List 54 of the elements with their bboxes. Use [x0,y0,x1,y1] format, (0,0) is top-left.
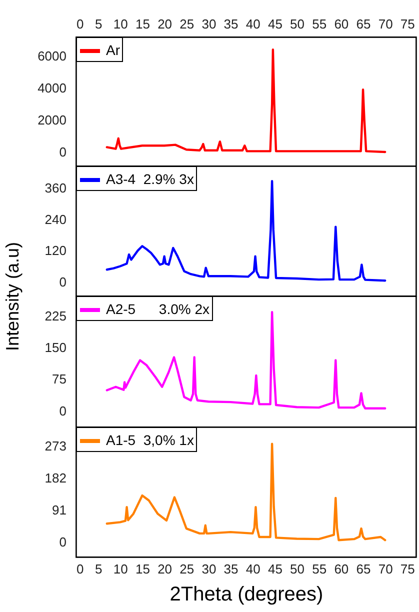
x-tick-label: 50 [290,562,305,576]
y-tick-label: 91 [52,502,66,518]
x-tick-label: 5 [94,562,102,576]
x-tick-label: 25 [180,16,194,32]
x-axis-title: 2Theta (degrees) [170,584,324,606]
x-tick-label: 35 [224,562,238,576]
legend-label: A3-4 2.9% 3x [106,171,194,187]
y-tick-label: 273 [44,438,66,454]
x-tick-label: 0 [76,562,84,576]
x-tick-label: 15 [136,16,150,32]
x-tick-label: 5 [94,16,102,32]
x-tick-label: 75 [400,16,415,32]
x-tick-label: 55 [312,562,327,576]
x-tick-label: 35 [224,16,238,32]
legend-label: A1-5 3,0% 1x [106,432,194,448]
x-tick-label: 10 [113,562,128,576]
x-tick-label: 40 [246,16,260,32]
x-tick-label: 60 [334,16,349,32]
x-tick-label: 70 [378,16,393,32]
x-tick-label: 40 [246,562,260,576]
x-tick-label: 60 [334,562,349,576]
x-tick-label: 65 [356,562,371,576]
x-tick-label: 30 [202,562,216,576]
y-tick-label: 6000 [38,48,66,64]
x-tick-label: 75 [400,562,415,576]
y-tick-label: 0 [59,144,66,160]
x-tick-label: 10 [113,16,128,32]
y-tick-label: 0 [59,403,66,418]
y-tick-label: 0 [59,534,66,550]
y-axis-title: Intensity (a.u) [2,242,22,352]
y-tick-label: 4000 [38,80,66,96]
x-tick-label: 45 [268,16,282,32]
x-tick-label: 20 [158,16,172,32]
x-tick-label: 30 [202,16,216,32]
x-tick-label: 45 [268,562,282,576]
y-tick-label: 75 [52,372,66,387]
y-tick-label: 150 [44,340,66,356]
x-tick-label: 25 [180,562,194,576]
legend-label: A2-5 3.0% 2x [106,301,210,317]
y-tick-label: 225 [44,308,66,324]
x-tick-label: 0 [76,16,84,32]
y-tick-label: 360 [44,180,66,196]
x-tick-label: 55 [312,16,327,32]
y-tick-label: 2000 [38,112,66,128]
y-tick-label: 182 [44,470,66,486]
x-tick-label: 15 [136,562,150,576]
x-tick-label: 50 [290,16,305,32]
y-tick-label: 0 [59,274,66,290]
y-tick-label: 240 [44,212,66,227]
y-tick-label: 120 [44,243,66,258]
legend-label: Ar [106,42,120,58]
x-tick-label: 20 [158,562,172,576]
x-tick-label: 65 [356,16,371,32]
x-tick-label: 70 [378,562,393,576]
